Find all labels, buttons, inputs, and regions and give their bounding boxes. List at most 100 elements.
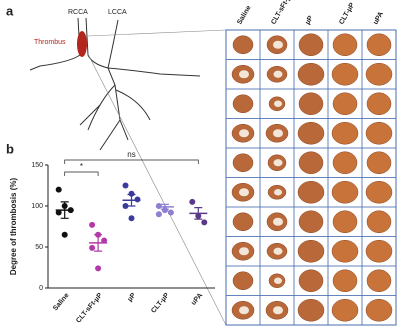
tissue-section	[331, 181, 359, 204]
tissue-section	[365, 122, 393, 145]
panel-label: b	[6, 141, 14, 156]
error-bar	[60, 201, 69, 219]
lumen	[273, 217, 283, 226]
tissue-section	[332, 269, 358, 292]
dot-plot: b Degree of thrombosis (%) 0 50 100 150 Saline…	[6, 141, 215, 324]
error-bar	[94, 234, 103, 252]
panel-label: a	[6, 3, 14, 18]
tissue-section	[366, 269, 392, 292]
tissue-section	[297, 181, 325, 204]
data-point	[161, 207, 168, 214]
tissue-section	[297, 63, 325, 86]
tissue-section	[365, 240, 393, 263]
lumen	[273, 70, 283, 78]
tissue-section	[366, 92, 392, 115]
significance-label: *	[80, 162, 83, 171]
lumen	[274, 189, 282, 196]
data-point	[128, 190, 135, 197]
column-label: µP	[304, 15, 315, 26]
tissue-section	[232, 94, 254, 113]
tissue-section	[298, 92, 324, 115]
significance-label: ns	[127, 150, 135, 159]
image-grid-cells	[225, 29, 397, 326]
zoom-line	[87, 29, 227, 37]
lumen	[273, 159, 283, 167]
tissue-section	[366, 33, 392, 56]
y-axis-label: Degree of thrombosis (%)	[9, 177, 18, 275]
error-bar	[194, 207, 203, 220]
significance-bracket	[64, 159, 199, 164]
tissue-section	[297, 240, 325, 263]
data-point	[134, 196, 141, 203]
tissue-section	[332, 210, 358, 233]
data-point	[122, 203, 129, 209]
error-bar	[127, 193, 136, 207]
lumen	[239, 70, 249, 79]
tissue-section	[331, 299, 359, 322]
tissue-section	[366, 151, 392, 174]
data-point	[128, 215, 135, 222]
column-label: Saline	[236, 4, 252, 25]
tissue-section	[331, 240, 359, 263]
tissue-section	[332, 92, 358, 115]
data-point	[89, 221, 96, 228]
y-tick-label: 50	[35, 244, 43, 251]
data-point	[189, 198, 196, 205]
tissue-section	[297, 122, 325, 145]
x-tick-label: Saline	[52, 292, 71, 312]
data-point	[155, 211, 162, 218]
vessel-label: LCCA	[108, 9, 127, 16]
x-tick-label: CLT-µP	[150, 292, 171, 315]
lumen	[239, 306, 249, 315]
tissue-section	[298, 269, 324, 292]
column-label: CLT-µP	[338, 2, 356, 26]
lumen	[274, 100, 282, 107]
tissue-section	[365, 299, 393, 322]
y-tick-label: 100	[31, 203, 43, 210]
tissue-section	[365, 181, 393, 204]
lumen	[274, 277, 282, 284]
tissue-section	[232, 153, 254, 172]
y-tick-label: 0	[39, 285, 43, 292]
tissue-section	[232, 271, 254, 290]
data-point	[101, 237, 108, 244]
x-tick-label: uPA	[190, 292, 204, 307]
lumen	[273, 247, 283, 255]
error-bar	[160, 203, 169, 210]
zoom-line	[87, 53, 227, 326]
significance-bracket	[64, 171, 99, 176]
data-point	[55, 186, 62, 193]
tissue-section	[332, 33, 358, 56]
tissue-section	[298, 210, 324, 233]
data-point	[201, 219, 208, 226]
lumen	[273, 306, 283, 315]
x-tick-label: µP	[126, 292, 137, 303]
tissue-section	[366, 210, 392, 233]
vessel-diagram	[29, 17, 201, 151]
lumen	[239, 247, 249, 256]
tissue-section	[297, 299, 325, 322]
tissue-section	[298, 33, 324, 56]
lumen	[239, 129, 249, 138]
y-tick-label: 150	[31, 162, 43, 169]
tissue-section	[365, 63, 393, 86]
tissue-section	[331, 63, 359, 86]
tissue-section	[331, 122, 359, 145]
grid-cell	[361, 295, 397, 326]
data-point	[122, 182, 129, 189]
tissue-section	[332, 151, 358, 174]
thrombus	[77, 31, 87, 57]
data-point	[95, 265, 102, 272]
data-point	[89, 244, 96, 251]
tissue-section	[298, 151, 324, 174]
data-point	[167, 209, 174, 216]
lumen	[273, 129, 283, 138]
tissue-section	[232, 35, 254, 54]
data-point	[55, 209, 62, 216]
tissue-section	[232, 212, 254, 231]
thrombus-label: Thrombus	[34, 39, 66, 46]
data-point	[61, 231, 68, 238]
column-label: CLT-sFt-µP	[270, 0, 295, 26]
x-tick-label: CLT-sFt-µP	[75, 292, 104, 325]
